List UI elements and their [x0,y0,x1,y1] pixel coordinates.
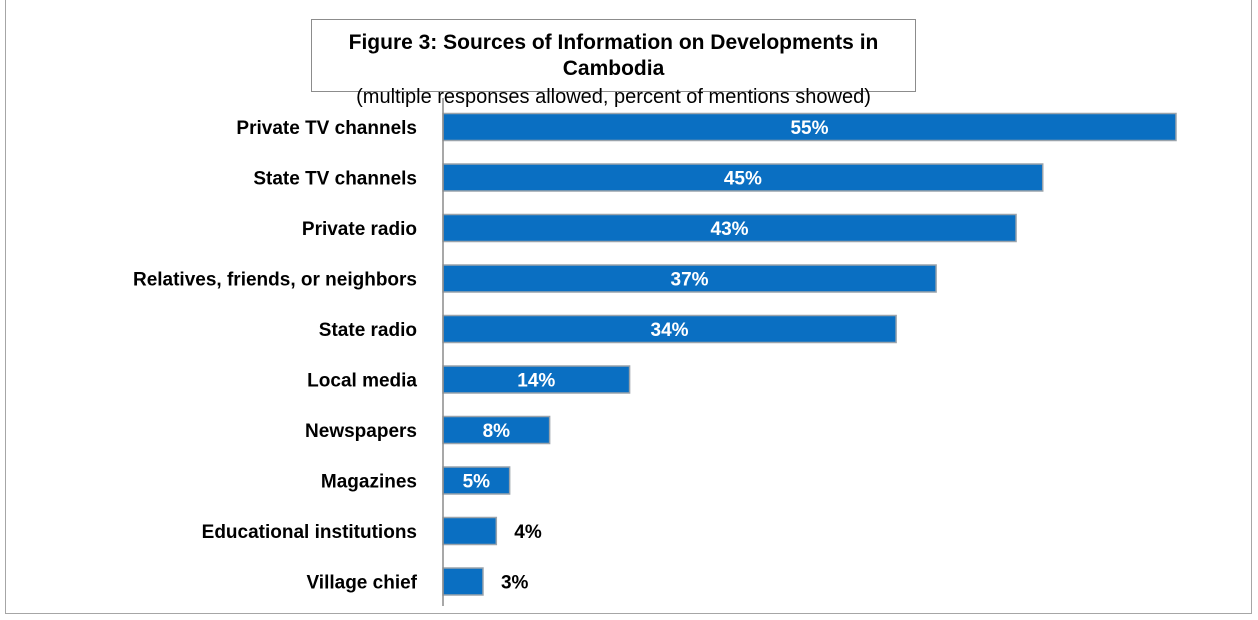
category-label-6: Newspapers [305,421,417,442]
category-label-7: Magazines [321,472,417,493]
value-label-6: 8% [483,421,511,442]
value-label-8: 4% [514,522,542,543]
chart-frame [5,0,1252,614]
category-label-3: Relatives, friends, or neighbors [133,270,417,291]
bar-9 [442,567,484,596]
bar-4 [442,314,897,344]
value-label-0: 55% [790,118,828,139]
bar-8 [442,516,498,546]
chart-title: Figure 3: Sources of Information on Deve… [348,31,879,80]
bar-2 [442,213,1017,243]
value-label-1: 45% [724,169,762,190]
value-label-3: 37% [671,270,709,291]
value-label-9: 3% [501,573,529,594]
bar-3 [442,264,937,293]
category-label-1: State TV channels [253,169,417,190]
category-label-2: Private radio [302,219,417,240]
category-label-8: Educational institutions [202,522,417,543]
value-label-4: 34% [651,320,689,341]
bar-5 [442,365,631,394]
value-label-7: 5% [463,472,491,493]
category-label-4: State radio [319,320,417,341]
category-label-9: Village chief [306,573,417,594]
bar-6 [442,415,551,445]
chart-title-box: Figure 3: Sources of Information on Deve… [311,19,916,108]
chart-subtitle: (multiple responses allowed, percent of … [356,86,871,108]
bar-1 [442,163,1044,192]
category-label-0: Private TV channels [236,118,417,139]
bar-7 [442,466,511,495]
value-label-5: 14% [517,371,555,392]
category-label-5: Local media [307,371,417,392]
value-label-2: 43% [711,219,749,240]
